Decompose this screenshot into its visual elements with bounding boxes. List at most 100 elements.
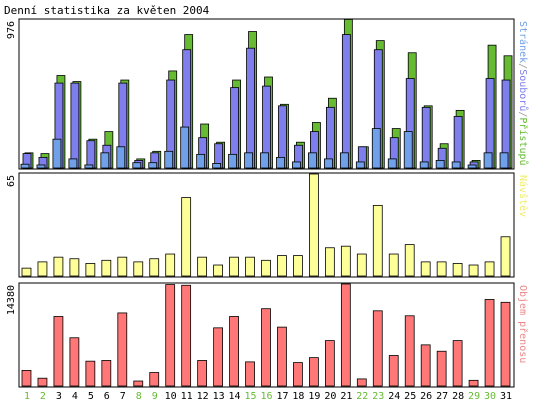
bar-Stránek-24 xyxy=(387,158,397,169)
x-tick-label: 16 xyxy=(260,391,272,402)
bar-Stránek-28 xyxy=(451,161,461,169)
bar-Objem přenosu-23 xyxy=(372,310,383,387)
bar-Návštěv-11 xyxy=(181,197,192,277)
legend: Objem přenosu xyxy=(517,285,529,363)
panel-frame xyxy=(18,282,515,388)
bar-Stránek-2 xyxy=(36,164,46,169)
bars xyxy=(20,18,513,169)
x-tick-label: 10 xyxy=(165,391,177,402)
x-tick-label: 13 xyxy=(213,391,225,402)
bar-Objem přenosu-13 xyxy=(213,327,223,387)
bar-Objem přenosu-22 xyxy=(356,378,367,387)
bar-Návštěv-10 xyxy=(165,253,176,277)
legend-entry: Objem přenosu xyxy=(517,285,529,363)
bar-Stránek-7 xyxy=(116,146,126,169)
x-tick-label: 12 xyxy=(197,391,209,402)
bar-Souborů-21 xyxy=(341,34,351,169)
legend-entry: Přístupů xyxy=(517,117,529,165)
legend-entry: Stránek xyxy=(517,21,529,63)
bar-Souborů-26 xyxy=(421,106,431,169)
bar-Souborů-4 xyxy=(70,82,80,169)
bar-Stránek-3 xyxy=(52,138,62,169)
bar-Návštěv-28 xyxy=(452,263,463,277)
bars xyxy=(21,283,511,387)
bar-Stránek-29 xyxy=(467,164,477,169)
bars xyxy=(21,173,511,277)
bar-Objem přenosu-8 xyxy=(133,380,144,387)
x-tick-label: 4 xyxy=(72,391,78,402)
bar-Souborů-28 xyxy=(453,116,463,169)
bar-Návštěv-29 xyxy=(468,264,479,277)
x-tick-label: 11 xyxy=(181,391,193,402)
bar-Objem přenosu-11 xyxy=(181,284,192,387)
bar-Návštěv-14 xyxy=(229,256,239,277)
x-tick-label: 26 xyxy=(420,391,432,402)
bar-Objem přenosu-27 xyxy=(436,350,447,387)
bar-Stránek-11 xyxy=(180,126,190,169)
bar-Objem přenosu-29 xyxy=(468,379,479,387)
bar-Objem přenosu-2 xyxy=(37,377,48,387)
bar-Stránek-25 xyxy=(403,131,413,169)
bar-Návštěv-18 xyxy=(293,255,303,277)
bar-Objem přenosu-26 xyxy=(420,344,431,387)
bar-Souborů-15 xyxy=(246,47,255,169)
bar-Návštěv-2 xyxy=(37,261,48,277)
y-max-label: 14380 xyxy=(6,285,17,315)
bar-Stránek-5 xyxy=(84,164,94,169)
bar-Objem přenosu-17 xyxy=(277,326,287,387)
bar-Návštěv-20 xyxy=(324,247,335,277)
x-tick-label: 8 xyxy=(136,391,142,402)
x-tick-label: 1 xyxy=(24,391,30,402)
bar-Objem přenosu-25 xyxy=(404,315,415,387)
bar-Návštěv-21 xyxy=(340,245,351,277)
bar-Objem přenosu-4 xyxy=(69,337,80,387)
x-tick-label: 28 xyxy=(452,391,464,402)
panel-frame xyxy=(18,172,515,278)
x-tick-label: 17 xyxy=(276,391,288,402)
x-tick-label: 22 xyxy=(356,391,368,402)
bar-Objem přenosu-14 xyxy=(229,316,239,387)
bar-Stránek-1 xyxy=(20,163,30,169)
bar-Stránek-4 xyxy=(68,158,78,169)
bar-Návštěv-27 xyxy=(436,261,447,277)
bar-Objem přenosu-20 xyxy=(324,340,335,387)
bar-Návštěv-15 xyxy=(245,256,255,277)
bar-Objem přenosu-9 xyxy=(149,372,160,387)
bar-Stránek-26 xyxy=(419,161,429,169)
bar-Návštěv-7 xyxy=(117,256,128,277)
x-tick-label: 31 xyxy=(500,391,512,402)
panel-frame xyxy=(18,18,515,170)
bar-Stránek-8 xyxy=(132,162,142,169)
panel-2: 65 Návštěv xyxy=(6,172,529,278)
bar-Objem přenosu-1 xyxy=(21,369,32,387)
bar-Návštěv-23 xyxy=(372,204,383,277)
bar-Návštěv-9 xyxy=(149,258,160,277)
x-tick-label: 2 xyxy=(40,391,46,402)
x-tick-label: 25 xyxy=(404,391,416,402)
bar-Návštěv-8 xyxy=(133,261,144,277)
legend-entry: Návštěv xyxy=(517,175,529,217)
bar-Návštěv-4 xyxy=(69,258,80,277)
bar-Objem přenosu-6 xyxy=(101,360,112,387)
bar-Návštěv-24 xyxy=(388,253,399,277)
x-tick-label: 24 xyxy=(388,391,400,402)
x-tick-label: 18 xyxy=(292,391,304,402)
x-tick-label: 9 xyxy=(152,391,158,402)
bar-Návštěv-13 xyxy=(213,264,223,277)
x-tick-label: 20 xyxy=(324,391,336,402)
bar-Stránek-9 xyxy=(148,162,158,169)
bar-Objem přenosu-15 xyxy=(245,361,255,387)
bar-Stránek-10 xyxy=(164,150,174,169)
legend: Návštěv xyxy=(517,175,529,217)
bar-Objem přenosu-10 xyxy=(165,284,176,387)
bar-Objem přenosu-24 xyxy=(388,355,399,387)
bar-Objem přenosu-12 xyxy=(197,360,208,387)
bar-Stránek-6 xyxy=(100,152,110,169)
bar-Objem přenosu-28 xyxy=(452,340,463,387)
panel-3: 14380 Objem přenosu xyxy=(6,282,529,388)
bar-Návštěv-16 xyxy=(261,259,271,277)
bar-Stránek-12 xyxy=(196,153,206,169)
bar-Stránek-22 xyxy=(355,161,365,169)
legend-entry: Souborů xyxy=(517,69,529,111)
